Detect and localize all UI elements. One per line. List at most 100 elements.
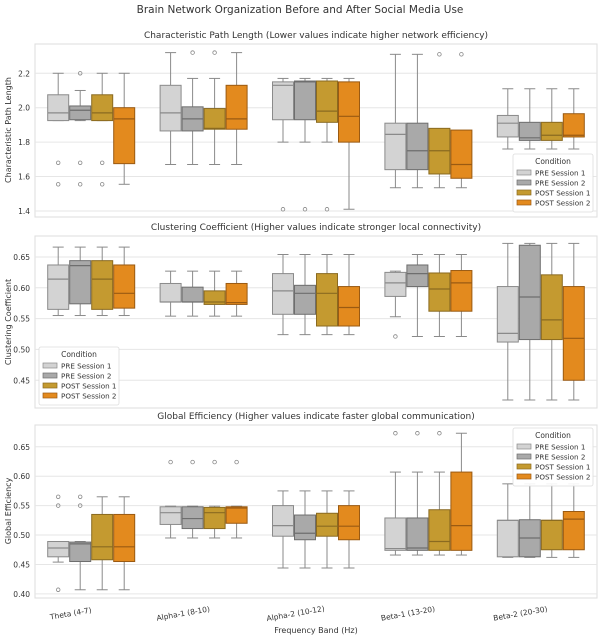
y-tick-label: 1.8	[18, 138, 30, 147]
legend-entry-label: POST Session 2	[535, 473, 591, 482]
legend-swatch	[516, 169, 532, 176]
box-pre-session-2	[406, 253, 429, 337]
plot-area	[34, 424, 598, 599]
box-iqr	[428, 509, 451, 551]
box-iqr	[294, 514, 316, 541]
legend-title: Condition	[61, 350, 97, 359]
legend-swatch	[42, 382, 58, 389]
y-tick-label: 0.65	[13, 253, 30, 262]
y-tick-label: 0.55	[13, 502, 30, 511]
box-iqr	[225, 506, 248, 524]
outlier-point	[437, 431, 442, 436]
box-iqr	[69, 105, 92, 121]
box-post-session-1	[91, 496, 114, 591]
box-iqr	[47, 541, 70, 558]
box-iqr	[69, 541, 92, 563]
box-pre-session-2	[294, 77, 316, 212]
y-tick-label: 0.65	[13, 443, 30, 452]
legend-entry-label: POST Session 2	[535, 199, 591, 208]
box-iqr	[406, 517, 429, 551]
box-iqr	[272, 273, 294, 315]
y-tick-label: 0.55	[13, 315, 30, 324]
box-iqr	[384, 122, 407, 171]
box-iqr	[272, 81, 294, 121]
outlier-point	[56, 503, 61, 508]
box-iqr	[159, 282, 182, 303]
box-pre-session-2	[518, 88, 541, 150]
legend-frame	[512, 427, 594, 487]
box-iqr	[384, 271, 407, 297]
legend-swatch	[516, 463, 532, 470]
outlier-point	[77, 494, 83, 499]
legend-title: Condition	[535, 157, 571, 166]
box-iqr	[450, 471, 473, 551]
x-tick-label: Alpha-2 (10-12)	[266, 604, 326, 623]
box-iqr	[294, 284, 316, 315]
box-pre-session-1	[159, 459, 182, 539]
box-iqr	[316, 80, 338, 123]
box-post-session-2	[113, 496, 136, 591]
box-iqr	[316, 273, 338, 327]
box-iqr	[181, 506, 204, 530]
panel-title: Global Efficiency (Higher values indicat…	[157, 412, 474, 422]
box-iqr	[203, 290, 226, 305]
box-pre-session-2	[69, 71, 92, 187]
box-pre-session-2	[294, 253, 316, 336]
panel-title: Clustering Coefficient (Higher values in…	[151, 223, 481, 233]
x-tick-label: Alpha-1 (8-10)	[156, 604, 211, 622]
x-tick-label: Beta-2 (20-30)	[493, 604, 549, 622]
box-pre-session-1	[47, 246, 70, 317]
legend-entry-label: PRE Session 2	[535, 453, 585, 462]
legend-swatch	[42, 372, 58, 379]
box-pre-session-2	[69, 494, 92, 591]
box-iqr	[338, 505, 360, 541]
y-tick-label: 0.45	[13, 560, 30, 569]
box-iqr	[384, 517, 407, 551]
box-post-session-1	[316, 490, 338, 569]
y-tick-label: 2.0	[18, 104, 30, 113]
box-iqr	[47, 264, 70, 310]
box-iqr	[496, 519, 519, 558]
outlier-point	[77, 160, 83, 165]
y-axis-label: Clustering Coefficient	[4, 279, 13, 365]
outlier-point	[190, 459, 195, 465]
box-pre-session-2	[518, 483, 541, 558]
box-pre-session-1	[496, 242, 519, 401]
legend-entry-label: POST Session 1	[535, 463, 591, 472]
box-iqr	[272, 505, 294, 537]
legend-title: Condition	[535, 431, 571, 440]
box-post-session-2	[113, 246, 136, 317]
box-post-session-1	[91, 72, 114, 187]
box-post-session-1	[540, 242, 563, 401]
box-iqr	[540, 274, 563, 341]
y-tick-label: 0.50	[13, 531, 30, 540]
box-post-session-2	[225, 270, 248, 317]
box-pre-session-1	[47, 72, 70, 187]
box-iqr	[113, 264, 136, 309]
panel-title: Characteristic Path Length (Lower values…	[144, 31, 488, 41]
outlier-point	[77, 503, 83, 508]
box-post-session-1	[540, 88, 563, 150]
box-iqr	[91, 260, 114, 310]
outlier-point	[393, 431, 398, 436]
legend-entry-label: PRE Session 2	[61, 372, 111, 381]
box-pre-session-1	[272, 253, 294, 336]
box-pre-session-1	[496, 88, 519, 150]
box-pre-session-2	[294, 490, 316, 569]
box-iqr	[540, 519, 563, 551]
box-iqr	[225, 282, 248, 305]
outlier-point	[302, 207, 308, 212]
legend-swatch	[516, 179, 532, 186]
box-iqr	[113, 107, 136, 165]
box-post-session-1	[203, 459, 226, 539]
outlier-point	[168, 459, 173, 465]
box-iqr	[562, 511, 585, 551]
box-iqr	[225, 84, 248, 130]
panel-clustering-coefficient: Clustering Coefficient (Higher values in…	[4, 223, 598, 409]
box-iqr	[203, 506, 226, 530]
x-axis-label: Frequency Band (Hz)	[274, 626, 357, 635]
box-iqr	[91, 94, 114, 122]
y-tick-label: 0.60	[13, 284, 30, 293]
